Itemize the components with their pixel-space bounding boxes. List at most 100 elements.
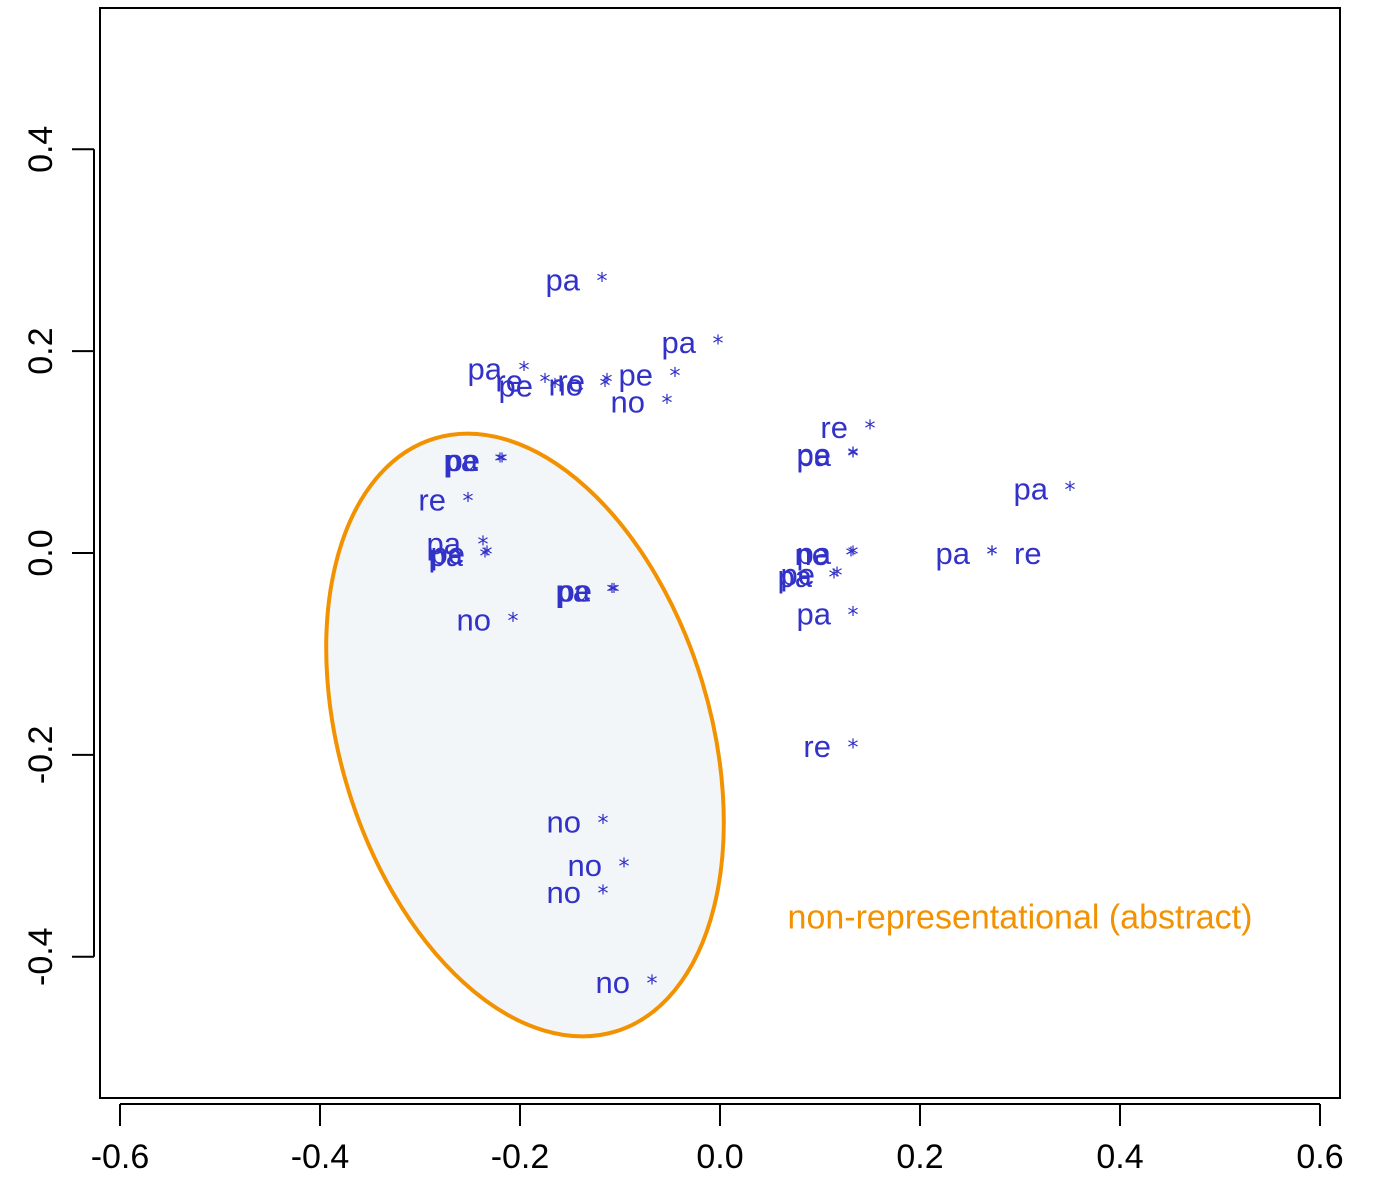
data-point: * re <box>820 410 875 445</box>
point-marker: * <box>607 580 618 605</box>
point-label: pa <box>427 526 462 561</box>
data-point: * no <box>611 385 673 420</box>
point-marker: * <box>550 375 561 400</box>
point-marker: * <box>848 604 859 629</box>
x-tick-label: 0.4 <box>1096 1138 1143 1176</box>
point-marker: * <box>602 370 613 395</box>
point-marker: * <box>497 450 508 475</box>
data-point: * pe <box>431 536 493 571</box>
point-marker: * <box>987 543 998 568</box>
point-marker: * <box>609 580 620 605</box>
point-marker: * <box>619 855 630 880</box>
point-marker: * <box>463 490 474 515</box>
data-point: * pe <box>797 437 859 472</box>
point-label: re <box>418 483 446 518</box>
point-label: no <box>549 367 583 402</box>
data-point: * re <box>803 729 858 764</box>
data-point: * pa <box>427 526 489 561</box>
point-marker: * <box>598 882 609 907</box>
data-point: * re <box>987 536 1042 571</box>
point-label: no <box>457 603 491 638</box>
point-marker: * <box>848 445 859 470</box>
data-point: * pa <box>797 536 859 571</box>
data-point: *no <box>549 367 611 402</box>
y-tick-label: 0.0 <box>22 529 60 576</box>
point-label: pe <box>431 536 465 571</box>
point-marker: * <box>662 392 673 417</box>
data-point: * re <box>495 363 550 398</box>
point-label: pa <box>556 573 591 608</box>
point-label: no <box>547 804 581 839</box>
point-marker: * <box>495 450 506 475</box>
y-tick-label: -0.4 <box>22 927 60 986</box>
point-label: re <box>1014 536 1042 571</box>
data-point: * re <box>418 483 473 518</box>
data-point: * pa <box>778 559 840 594</box>
point-marker: * <box>670 364 681 389</box>
data-point: * pa <box>662 325 724 360</box>
point-marker: * <box>597 269 608 294</box>
point-marker: * <box>482 543 493 568</box>
point-label: pe <box>446 443 480 478</box>
data-point: * pe <box>446 443 508 478</box>
data-point: * pa <box>797 597 859 632</box>
point-marker: * <box>846 544 857 569</box>
point-marker: * <box>713 332 724 357</box>
data-point: * pe <box>499 368 561 403</box>
point-label: pa <box>468 351 503 386</box>
point-label: pe <box>619 357 653 392</box>
data-point: * pe <box>619 357 681 392</box>
data-point: * pa <box>468 351 530 386</box>
x-tick-label: 0.0 <box>696 1138 743 1176</box>
x-tick-label: -0.6 <box>91 1138 150 1176</box>
point-label: pe <box>797 437 831 472</box>
point-label: re <box>820 410 848 445</box>
point-marker: * <box>478 533 489 558</box>
point-marker: * <box>647 972 658 997</box>
cluster-annotation: non-representational (abstract) <box>788 898 1253 936</box>
data-point: * pe <box>781 557 843 592</box>
point-marker: * <box>600 374 611 399</box>
point-marker: * <box>519 358 530 383</box>
point-label: pa <box>797 536 832 571</box>
point-label: no <box>596 965 630 1000</box>
point-label: pa <box>444 443 479 478</box>
point-label: pa <box>778 559 813 594</box>
point-marker: * <box>832 564 843 589</box>
point-label: pa <box>429 538 464 573</box>
point-label: re <box>495 363 523 398</box>
point-marker: * <box>480 545 491 570</box>
data-point: * pa <box>1014 471 1076 506</box>
data-point: * pa <box>444 443 506 478</box>
point-marker: * <box>598 811 609 836</box>
data-point: * pa <box>936 536 998 571</box>
point-label: pa <box>797 438 832 473</box>
data-point: * no <box>568 848 630 883</box>
x-tick-label: 0.2 <box>896 1138 943 1176</box>
point-label: pa <box>662 325 697 360</box>
point-marker: * <box>829 566 840 591</box>
data-point: *no <box>457 603 519 638</box>
y-tick-label: 0.4 <box>22 126 60 173</box>
x-tick-label: -0.4 <box>291 1138 350 1176</box>
data-point: * ne <box>795 537 857 572</box>
x-tick-label: -0.2 <box>491 1138 550 1176</box>
point-marker: * <box>848 444 859 469</box>
plot-frame <box>99 7 1341 1099</box>
cluster-ellipse <box>324 431 726 1039</box>
point-label: pe <box>781 557 815 592</box>
data-point: * re <box>557 363 612 398</box>
point-label: no <box>547 875 581 910</box>
point-marker: * <box>987 543 998 568</box>
y-tick-label: 0.2 <box>22 328 60 375</box>
point-marker: * <box>1065 478 1076 503</box>
data-point: * pa <box>546 262 608 297</box>
point-marker: * <box>848 736 859 761</box>
point-label: no <box>568 848 602 883</box>
point-label: re <box>803 729 831 764</box>
point-label: pa <box>797 597 832 632</box>
point-marker: * <box>540 370 551 395</box>
point-label: no <box>611 385 645 420</box>
point-label: re <box>557 363 585 398</box>
